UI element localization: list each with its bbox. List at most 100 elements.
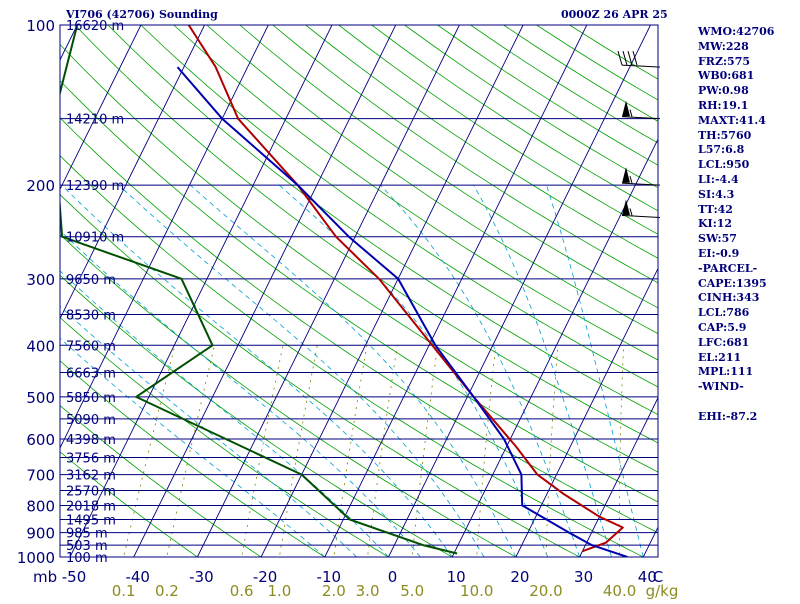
height-label: 7560 m <box>66 339 116 354</box>
index-item: KI:12 <box>698 217 774 232</box>
index-item: TT:42 <box>698 203 774 218</box>
index-item: TH:5760 <box>698 129 774 144</box>
index-item: WB0:681 <box>698 69 774 84</box>
wind-barb-halffeather <box>630 208 632 215</box>
height-label: 14210 m <box>66 113 124 128</box>
pressure-tick-label: 600 <box>26 431 55 449</box>
mixing-ratio-label: 0.2 <box>155 582 179 600</box>
mixing-ratio-label: 3.0 <box>356 582 380 600</box>
height-label: 4398 m <box>66 433 116 448</box>
index-item: RH:19.1 <box>698 99 774 114</box>
mixing-ratio-label: 0.1 <box>112 582 136 600</box>
mixing-ratio-line <box>476 345 496 568</box>
station-title: VI706 (42706) Sounding <box>66 8 218 21</box>
wind-barb-staff <box>622 65 660 67</box>
temperature-tick-label: 30 <box>574 568 593 586</box>
height-label: 9650 m <box>66 273 116 288</box>
mixing-ratio-label: 10.0 <box>460 582 493 600</box>
mixing-ratio-unit-label: g/kg <box>646 582 679 600</box>
height-label: 2018 m <box>66 499 116 514</box>
mixing-ratio-line <box>546 345 558 568</box>
index-item: LI:-4.4 <box>698 173 774 188</box>
wind-barb-feather <box>628 51 632 65</box>
pressure-tick-label: 800 <box>26 497 55 515</box>
index-item: PW:0.98 <box>698 84 774 99</box>
isotherm <box>0 25 14 557</box>
mixing-ratio-line <box>332 345 367 568</box>
temperature-tick-label: 20 <box>510 568 529 586</box>
height-label: 5850 m <box>66 391 116 406</box>
index-item: MPL:111 <box>698 365 774 380</box>
mixing-ratio-line <box>165 345 215 568</box>
pressure-tick-label: 400 <box>26 337 55 355</box>
wind-barb-pennant <box>622 199 630 215</box>
index-item: LCL:950 <box>698 158 774 173</box>
plot-frame <box>60 25 658 557</box>
index-item: CAP:5.9 <box>698 321 774 336</box>
wind-barb-pennant <box>622 167 630 183</box>
dry-adiabat <box>0 25 278 568</box>
mixing-ratio-label: 20.0 <box>529 582 562 600</box>
index-item: FRZ:575 <box>698 55 774 70</box>
mixing-ratio-label: 0.6 <box>230 582 254 600</box>
index-item: L57:6.8 <box>698 143 774 158</box>
index-item: EHI:-87.2 <box>698 410 774 425</box>
mixing-ratio-label: 5.0 <box>400 582 424 600</box>
valid-time: 0000Z 26 APR 25 <box>561 8 668 21</box>
index-item: LCL:786 <box>698 306 774 321</box>
height-label: 6663 m <box>66 367 116 382</box>
dry-adiabat <box>0 25 407 568</box>
pressure-tick-label: 200 <box>26 177 55 195</box>
mixing-ratio-line <box>240 345 283 568</box>
isotherm <box>452 25 714 557</box>
wind-barb-halffeather <box>630 110 632 117</box>
mixing-ratio-line <box>619 345 623 568</box>
mixing-ratio-label: 1.0 <box>267 582 291 600</box>
temperature-tick-label: -30 <box>189 568 214 586</box>
index-item: SI:4.3 <box>698 188 774 203</box>
height-label: 16620 m <box>66 19 124 34</box>
pressure-unit-label: mb <box>33 568 57 586</box>
height-label: 3162 m <box>66 469 116 484</box>
dry-adiabat <box>9 25 795 568</box>
wind-barb-feather <box>623 51 627 65</box>
index-item: CAPE:1395 <box>698 277 774 292</box>
index-item: -PARCEL- <box>698 262 774 277</box>
height-label: 12390 m <box>66 179 124 194</box>
pressure-tick-label: 900 <box>26 525 55 543</box>
moist-adiabat <box>474 185 612 557</box>
height-label: 3756 m <box>66 451 116 466</box>
isotherm <box>325 25 587 557</box>
isotherm <box>197 25 459 557</box>
index-item <box>698 395 774 410</box>
pressure-tick-label: 300 <box>26 271 55 289</box>
index-item: MAXT:41.4 <box>698 114 774 129</box>
index-item: EI:-0.9 <box>698 247 774 262</box>
temperature-tick-label: -50 <box>62 568 87 586</box>
wind-barb-feather <box>618 51 622 65</box>
dry-adiabat <box>42 25 800 568</box>
index-item: LFC:681 <box>698 336 774 351</box>
index-item: MW:228 <box>698 40 774 55</box>
moist-adiabat <box>279 185 548 557</box>
sounding-profiles <box>53 25 627 557</box>
index-item: EL:211 <box>698 351 774 366</box>
index-item: SW:57 <box>698 232 774 247</box>
height-label: 2570 m <box>66 485 116 500</box>
index-item: -WIND- <box>698 380 774 395</box>
mixing-ratio-label: 2.0 <box>322 582 346 600</box>
pressure-tick-label: 100 <box>26 17 55 35</box>
height-label: 8530 m <box>66 308 116 323</box>
height-label: 10910 m <box>66 231 124 246</box>
isotherm <box>261 25 523 557</box>
pressure-tick-label: 700 <box>26 467 55 485</box>
background-grid <box>0 25 800 568</box>
index-item: WMO:42706 <box>698 25 774 40</box>
wind-barb-pennant <box>622 101 630 117</box>
height-label: 100 m <box>66 551 108 566</box>
mixing-ratio-label: 40.0 <box>603 582 636 600</box>
